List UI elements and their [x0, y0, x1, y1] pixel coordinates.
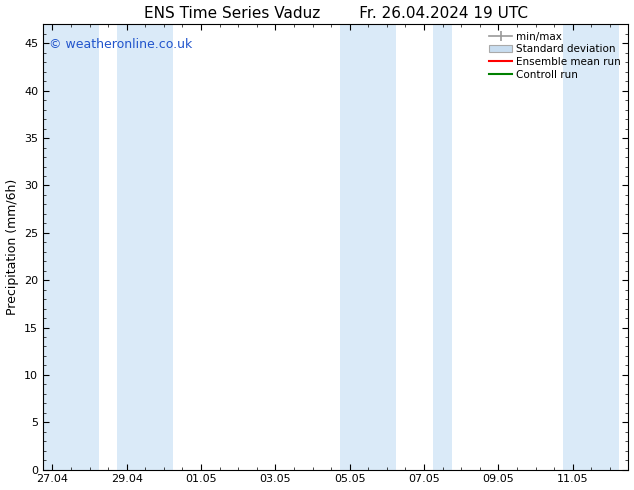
Bar	[433, 24, 452, 469]
Text: © weatheronline.co.uk: © weatheronline.co.uk	[49, 38, 192, 51]
Bar	[340, 24, 396, 469]
Bar	[43, 24, 99, 469]
Y-axis label: Precipitation (mm/6h): Precipitation (mm/6h)	[6, 179, 18, 315]
Title: ENS Time Series Vaduz        Fr. 26.04.2024 19 UTC: ENS Time Series Vaduz Fr. 26.04.2024 19 …	[144, 5, 527, 21]
Bar	[564, 24, 619, 469]
Legend: min/max, Standard deviation, Ensemble mean run, Controll run: min/max, Standard deviation, Ensemble me…	[485, 27, 625, 84]
Bar	[117, 24, 173, 469]
